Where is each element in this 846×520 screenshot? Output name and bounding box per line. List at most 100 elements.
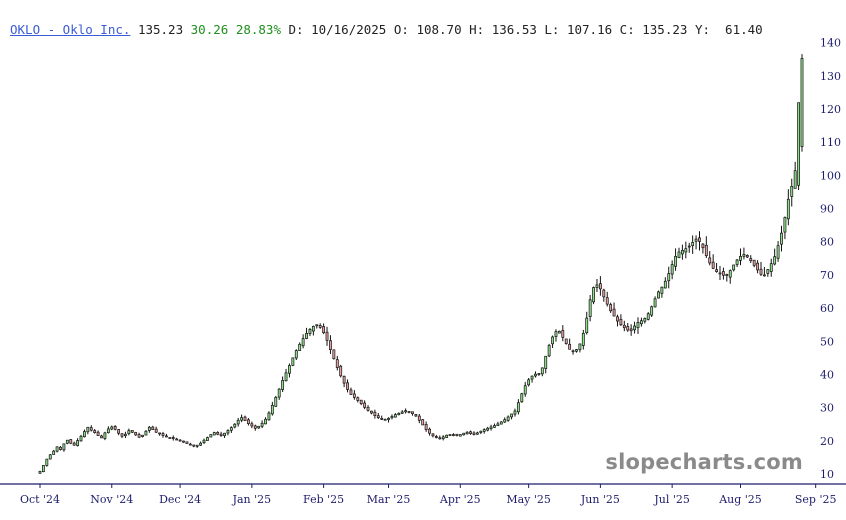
candle-body: [581, 332, 585, 346]
candle-body: [38, 471, 42, 474]
candle-body: [793, 170, 797, 189]
candle-body: [469, 431, 472, 434]
candle-body: [93, 430, 97, 433]
x-tick-label: Nov '24: [90, 493, 133, 506]
candle-body: [428, 428, 431, 434]
candle-body: [424, 424, 428, 430]
candle-body: [711, 261, 715, 269]
y-tick-label: 60: [820, 302, 834, 315]
candle-body: [329, 340, 332, 350]
y-tick-label: 140: [820, 37, 841, 50]
candle-body: [346, 382, 349, 390]
candle-body: [260, 422, 264, 427]
candle-body: [663, 280, 667, 289]
candle-body: [407, 411, 411, 413]
candle-body: [144, 430, 148, 436]
y-tick-label: 70: [820, 269, 834, 282]
candle-body: [715, 269, 718, 272]
candle-body: [294, 350, 298, 359]
candle-body: [619, 318, 623, 326]
candle-body: [650, 306, 654, 316]
candle-body: [732, 264, 736, 271]
x-tick-label: Jun '25: [580, 493, 620, 506]
candle-body: [76, 440, 79, 446]
candle-body: [219, 433, 223, 436]
candle-body: [612, 308, 616, 317]
candle-body: [199, 442, 203, 446]
candle-body: [769, 263, 773, 272]
candle-body: [551, 336, 554, 345]
candle-body: [657, 291, 660, 299]
y-tick-label: 130: [820, 70, 841, 83]
y-tick-label: 80: [820, 236, 834, 249]
candle-body: [602, 289, 606, 298]
candle-body: [400, 411, 404, 414]
candle-body: [206, 437, 209, 441]
candle-body: [537, 373, 541, 375]
candle-body: [595, 284, 599, 288]
candle-body: [520, 393, 524, 403]
candle-body: [568, 343, 572, 350]
candle-body: [318, 325, 322, 328]
y-tick-label: 20: [820, 435, 834, 448]
candle-body: [752, 259, 756, 266]
candle-body: [588, 299, 592, 317]
symbol-link[interactable]: OKLO - Oklo Inc.: [10, 22, 131, 37]
candle-body: [404, 410, 408, 413]
candle-body: [544, 355, 548, 369]
candle-body: [745, 255, 749, 258]
y-tick-label: 100: [820, 169, 841, 182]
y-value: Y: 61.40: [694, 22, 763, 37]
candle-body: [800, 58, 804, 147]
candle-body: [523, 385, 527, 395]
candle-body: [335, 359, 339, 368]
candle-body: [390, 415, 394, 419]
candle-body: [301, 338, 305, 347]
candle-body: [629, 328, 633, 332]
candle-body: [540, 367, 544, 375]
candle-body: [195, 444, 199, 447]
candle-body: [708, 257, 712, 264]
candle-body: [643, 318, 647, 322]
candle-body: [154, 428, 158, 433]
candle-body: [315, 324, 319, 327]
candle-body: [188, 443, 192, 446]
candle-body: [192, 444, 196, 447]
candle-body: [749, 258, 753, 262]
candle-body: [448, 434, 452, 436]
candle-body: [134, 432, 138, 436]
candle-body: [69, 439, 73, 444]
candle-body: [83, 431, 86, 438]
candle-body: [117, 429, 121, 434]
candle-body: [718, 272, 722, 275]
candle-body: [445, 434, 449, 438]
candle-body: [322, 326, 326, 334]
candle-body: [59, 446, 62, 450]
quote-header: OKLO - Oklo Inc. 135.23 30.26 28.83% D: …: [10, 22, 763, 37]
candle-body: [96, 431, 100, 436]
candle-body: [212, 432, 216, 436]
candle-body: [527, 379, 531, 386]
candle-body: [383, 418, 387, 421]
candle-body: [62, 443, 66, 451]
candle-body: [728, 270, 732, 278]
candle-body: [274, 397, 278, 407]
candle-body: [431, 433, 435, 437]
x-tick-label: Apr '25: [439, 493, 481, 506]
candle-body: [127, 430, 131, 435]
candle-body: [680, 250, 684, 255]
candle-body: [185, 441, 189, 444]
candle-body: [773, 256, 777, 265]
candle-body: [250, 423, 254, 427]
watermark: slopecharts.com: [605, 450, 803, 474]
candle-body: [564, 338, 568, 344]
candle-body: [376, 415, 380, 418]
candle-body: [137, 434, 141, 438]
candle-body: [660, 286, 664, 294]
candle-body: [48, 454, 52, 460]
candle-body: [776, 245, 780, 259]
candle-body: [72, 442, 76, 446]
candle-body: [110, 426, 114, 430]
candle-body: [229, 427, 233, 431]
